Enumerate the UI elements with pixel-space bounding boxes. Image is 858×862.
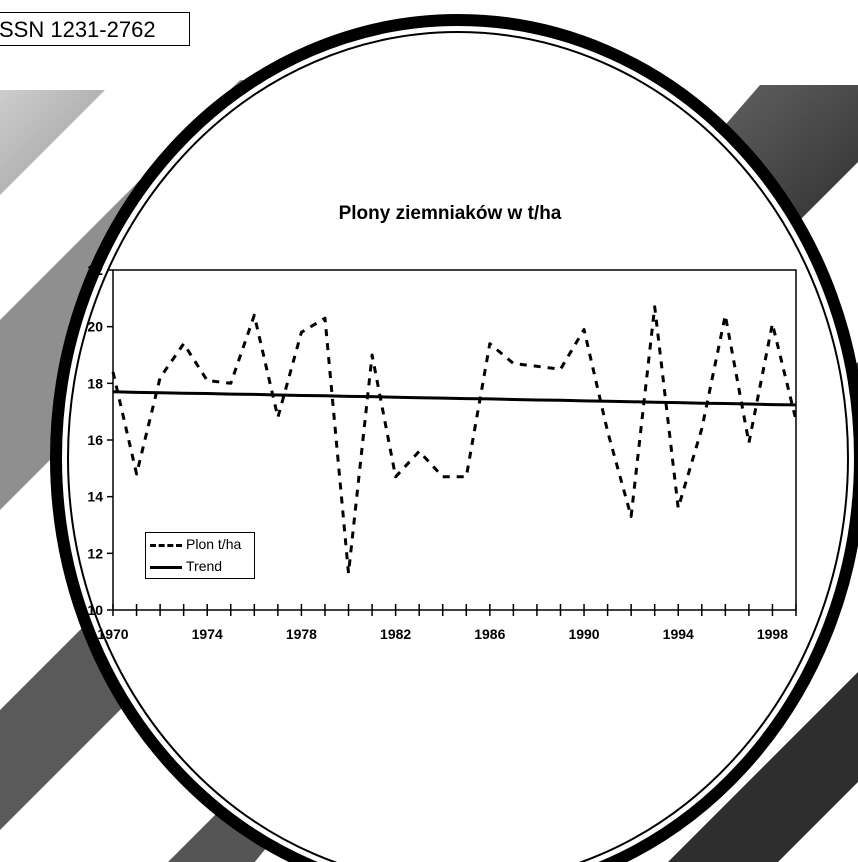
chart-legend: Plon t/ha Trend — [145, 532, 255, 579]
x-tick-label: 1982 — [380, 626, 411, 642]
chart-axes: 10 12 14 16 18 20 22 1970 1974 1978 1982 1986 1990 19… — [87, 262, 797, 642]
frame-circle-outer — [50, 14, 858, 862]
y-tick-label: 12 — [87, 545, 103, 561]
legend-swatch-solid — [150, 566, 182, 569]
y-tick-label: 22 — [87, 262, 103, 278]
x-tick-label: 1990 — [568, 626, 599, 642]
frame-circle-inner — [67, 31, 849, 862]
legend-label-trend: Trend — [186, 558, 223, 574]
legend-item-plon: Plon t/ha — [146, 535, 254, 555]
legend-swatch-dashed — [150, 544, 182, 547]
y-tick-label: 20 — [87, 319, 103, 335]
x-tick-label: 1986 — [474, 626, 505, 642]
issn-label: SSN 1231-2762 — [0, 12, 190, 46]
y-tick-label: 18 — [87, 375, 103, 391]
legend-label-plon: Plon t/ha — [186, 536, 242, 552]
x-tick-label: 1970 — [97, 626, 128, 642]
x-tick-label: 1974 — [192, 626, 223, 642]
x-tick-label: 1994 — [663, 626, 694, 642]
y-tick-label: 16 — [87, 432, 103, 448]
y-tick-label: 10 — [87, 602, 103, 618]
series-line-trend — [112, 390, 797, 407]
x-tick-label: 1998 — [757, 626, 788, 642]
chart-plot-area — [111, 305, 798, 575]
x-tick-label: 1978 — [286, 626, 317, 642]
chart-title: Plony ziemniaków w t/ha — [338, 203, 562, 224]
legend-item-trend: Trend — [146, 557, 254, 577]
series-line-plon — [111, 305, 798, 575]
y-tick-label: 14 — [87, 489, 103, 505]
